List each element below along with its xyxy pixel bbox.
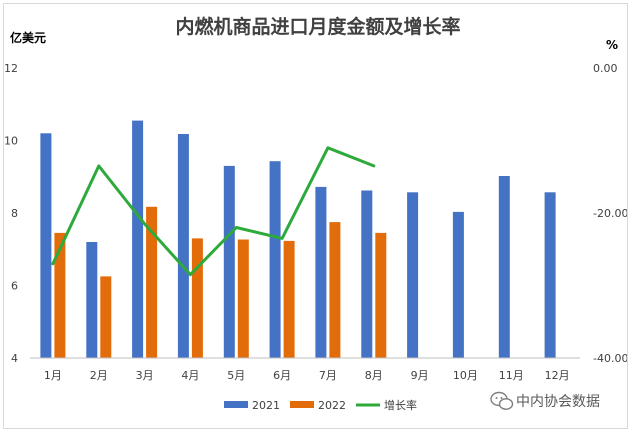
bar-2022-2月 xyxy=(100,276,112,358)
bar-2022-6月 xyxy=(283,240,295,358)
y-left-tick-label: 12 xyxy=(4,62,18,75)
bar-2022-3月 xyxy=(146,206,158,358)
bar-2021-8月 xyxy=(361,190,373,358)
line-layer xyxy=(51,146,376,277)
legend-label: 2022 xyxy=(318,399,346,412)
bars-layer xyxy=(40,120,556,358)
x-tick-label: 8月 xyxy=(365,369,383,382)
bar-2021-1月 xyxy=(40,133,52,358)
bar-2022-5月 xyxy=(237,239,249,358)
legend-label: 增长率 xyxy=(384,398,417,412)
bar-2021-3月 xyxy=(132,120,144,358)
wechat-icon xyxy=(490,391,514,410)
bar-2021-9月 xyxy=(407,192,419,358)
y-left-tick-label: 6 xyxy=(11,280,18,293)
bar-2022-4月 xyxy=(191,238,203,358)
y-right-tick-label: 0.00 xyxy=(593,62,618,75)
x-tick-label: 6月 xyxy=(273,369,291,382)
bar-2021-2月 xyxy=(86,242,98,358)
bar-2021-12月 xyxy=(544,192,556,358)
x-tick-label: 3月 xyxy=(136,369,154,382)
y-right-tick-label: -20.00 xyxy=(593,207,628,220)
x-tick-label: 12月 xyxy=(545,369,570,382)
bar-2022-1月 xyxy=(54,232,66,358)
chart-title: 内燃机商品进口月度金额及增长率 xyxy=(175,15,460,38)
x-tick-label: 1月 xyxy=(44,369,62,382)
watermark: 中内协会数据 xyxy=(490,391,600,410)
x-tick-label: 11月 xyxy=(499,369,524,382)
y-left-tick-label: 10 xyxy=(4,135,18,148)
x-tick-label: 9月 xyxy=(411,369,429,382)
x-tick-label: 7月 xyxy=(319,369,337,382)
legend: 2021 2022 增长率 xyxy=(224,398,417,412)
watermark-text: 中内协会数据 xyxy=(516,394,600,410)
bar-2022-8月 xyxy=(375,232,387,358)
bar-2021-7月 xyxy=(315,186,327,358)
legend-swatch-2022 xyxy=(290,401,314,408)
y-axis-left-label: 亿美元 xyxy=(10,30,46,45)
axis-layer: 4 6 8 10 12 -40.00 -20.00 0.00 1月 2月 3月 4月 5月 6月 7月 8月 9… xyxy=(4,62,628,382)
y-left-tick-label: 4 xyxy=(11,352,18,365)
legend-label: 2021 xyxy=(252,399,280,412)
legend-swatch-2021 xyxy=(224,401,248,408)
bar-2021-6月 xyxy=(269,161,281,358)
line-series-growth-rate xyxy=(51,146,376,277)
y-right-tick-label: -40.00 xyxy=(593,352,628,365)
bar-2021-10月 xyxy=(452,211,464,358)
x-tick-label: 10月 xyxy=(453,369,478,382)
x-tick-label: 2月 xyxy=(90,369,108,382)
x-tick-label: 5月 xyxy=(227,369,245,382)
y-left-tick-label: 8 xyxy=(11,207,18,220)
x-tick-label: 4月 xyxy=(181,369,199,382)
bar-2021-11月 xyxy=(498,176,510,358)
bar-2021-4月 xyxy=(177,134,189,358)
y-axis-right-label: % xyxy=(606,38,618,52)
bar-2021-5月 xyxy=(223,165,235,358)
bar-2022-7月 xyxy=(329,222,341,358)
